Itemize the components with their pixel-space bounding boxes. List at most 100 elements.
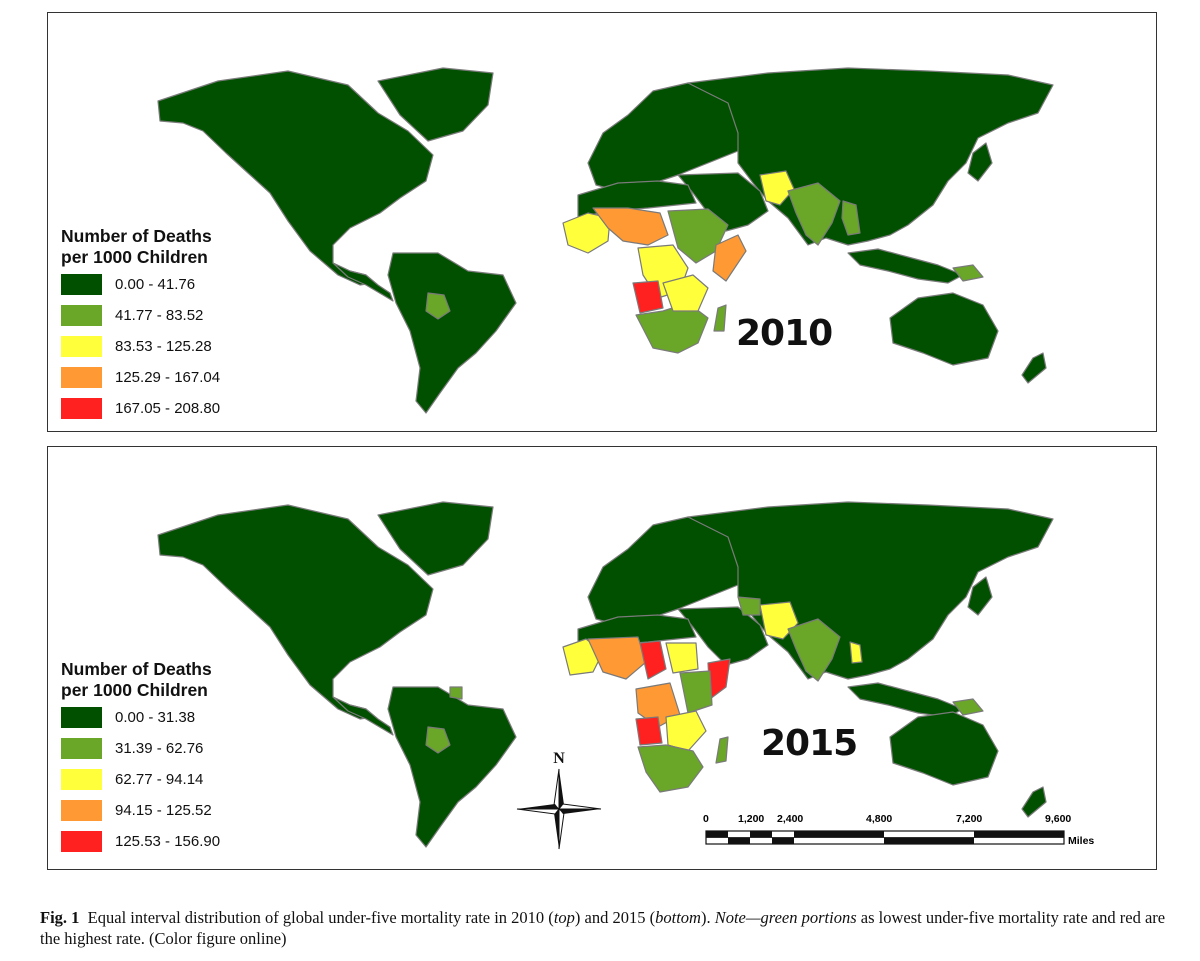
scale-tick-1200: 1,200 xyxy=(738,813,765,825)
legend-item: 125.53 - 156.90 xyxy=(61,827,220,858)
papua-new-guinea-region xyxy=(952,264,984,282)
legend-swatch xyxy=(61,336,102,357)
japan-region xyxy=(967,142,993,182)
scale-unit: Miles xyxy=(1068,835,1095,847)
madagascar-region xyxy=(713,304,727,332)
new-zealand-region xyxy=(1021,352,1047,384)
world-map-2015 xyxy=(157,501,1054,848)
caption-text-1: Equal interval distribution of global un… xyxy=(87,908,554,927)
new-zealand-region xyxy=(1021,786,1047,818)
guyana-region xyxy=(449,686,463,700)
indonesia-region xyxy=(847,248,964,284)
legend-2015: Number of Deaths per 1000 Children 0.00 … xyxy=(61,659,220,858)
india-region xyxy=(787,182,841,246)
australia-region xyxy=(889,711,999,786)
legend-label: 41.77 - 83.52 xyxy=(115,307,204,324)
central-america-region xyxy=(332,696,394,736)
north-arrow-icon: N xyxy=(516,750,602,850)
legend-swatch xyxy=(61,707,102,728)
legend-title-line1: Number of Deaths xyxy=(61,659,212,679)
greenland-region xyxy=(377,501,494,576)
legend-label: 125.29 - 167.04 xyxy=(115,369,221,386)
legend-item: 83.53 - 125.28 xyxy=(61,332,212,363)
figure-caption: Fig. 1 Equal interval distribution of gl… xyxy=(40,907,1175,949)
legend-label: 167.05 - 208.80 xyxy=(115,400,221,417)
bolivia-region xyxy=(425,726,451,754)
legend-item: 0.00 - 41.76 xyxy=(61,270,212,301)
afghanistan-pakistan-region xyxy=(759,170,795,206)
sudan-yellow-region xyxy=(665,642,699,674)
australia-region xyxy=(889,292,999,366)
somalia-region xyxy=(712,234,747,282)
legend-item: 31.39 - 62.76 xyxy=(61,734,212,765)
caption-bottom-word: bottom xyxy=(655,908,701,927)
legend-label: 0.00 - 31.38 xyxy=(115,709,196,726)
india-region xyxy=(787,618,841,682)
legend-title-line2: per 1000 Children xyxy=(61,247,208,267)
legend-swatch xyxy=(61,398,102,419)
legend-swatch xyxy=(61,831,102,852)
myanmar-laos-region xyxy=(849,641,863,664)
year-label-2010: 2010 xyxy=(736,313,833,354)
east-africa-yellow-region xyxy=(665,710,707,752)
scale-tick-9600: 9,600 xyxy=(1045,813,1072,825)
south-america-region xyxy=(387,686,517,848)
sahel-orange-region xyxy=(587,636,647,680)
greenland-region xyxy=(377,67,494,142)
legend-swatch xyxy=(61,800,102,821)
legend-item: 167.05 - 208.80 xyxy=(61,394,220,425)
map-panel-2010: Number of Deaths per 1000 Children 0.00 … xyxy=(47,12,1157,432)
legend-swatch xyxy=(61,367,102,388)
southern-africa-region xyxy=(637,744,704,793)
legend-item: 41.77 - 83.52 xyxy=(61,301,212,332)
scale-tick-4800: 4,800 xyxy=(866,813,893,825)
legend-label: 31.39 - 62.76 xyxy=(115,740,204,757)
legend-item: 62.77 - 94.14 xyxy=(61,765,212,796)
figure-label: Fig. 1 xyxy=(40,908,80,927)
legend-title-line1: Number of Deaths xyxy=(61,226,212,246)
angola-region xyxy=(635,716,663,746)
legend-title-line2: per 1000 Children xyxy=(61,680,208,700)
central-asia-region xyxy=(737,596,761,616)
scale-tick-0: 0 xyxy=(703,813,709,825)
central-america-region xyxy=(332,262,394,302)
caption-top-word: top xyxy=(553,908,575,927)
legend-label: 83.53 - 125.28 xyxy=(115,338,212,355)
legend-swatch xyxy=(61,274,102,295)
madagascar-region xyxy=(715,736,729,764)
caption-text-2: ) and 2015 ( xyxy=(574,908,656,927)
south-america-region xyxy=(387,252,517,414)
caption-text-4: as lowest under-five mortality rate and … xyxy=(40,908,1166,948)
legend-swatch xyxy=(61,769,102,790)
legend-label: 94.15 - 125.52 xyxy=(115,802,212,819)
north-arrow-label: N xyxy=(553,750,565,767)
legend-2010: Number of Deaths per 1000 Children 0.00 … xyxy=(61,226,220,425)
caption-note: Note—green portions xyxy=(714,908,857,927)
indonesia-region xyxy=(847,682,964,718)
legend-item: 0.00 - 31.38 xyxy=(61,703,212,734)
year-label-2015: 2015 xyxy=(761,723,858,764)
scale-bar: 0 1,200 2,400 4,800 7,200 9,600 Miles xyxy=(702,813,1122,853)
myanmar-region xyxy=(841,200,861,236)
east-africa-yellow-region xyxy=(662,274,709,312)
southern-africa-region xyxy=(635,302,709,354)
sahel-orange-region xyxy=(592,207,669,246)
scale-tick-2400: 2,400 xyxy=(777,813,804,825)
legend-label: 0.00 - 41.76 xyxy=(115,276,196,293)
legend-swatch xyxy=(61,738,102,759)
west-africa-yellow-region xyxy=(562,212,611,254)
middle-east-region xyxy=(677,172,769,232)
japan-region xyxy=(967,576,993,616)
legend-label: 125.53 - 156.90 xyxy=(115,833,221,850)
legend-item: 125.29 - 167.04 xyxy=(61,363,220,394)
legend-item: 94.15 - 125.52 xyxy=(61,796,212,827)
scale-bar-graphic xyxy=(705,830,1065,845)
bolivia-region xyxy=(425,292,451,320)
legend-label: 62.77 - 94.14 xyxy=(115,771,204,788)
angola-region xyxy=(632,280,664,314)
scale-tick-7200: 7,200 xyxy=(956,813,983,825)
legend-swatch xyxy=(61,305,102,326)
world-map-2010 xyxy=(157,67,1054,414)
map-panel-2015: Number of Deaths per 1000 Children 0.00 … xyxy=(47,446,1157,870)
east-africa-green-region xyxy=(679,670,713,714)
